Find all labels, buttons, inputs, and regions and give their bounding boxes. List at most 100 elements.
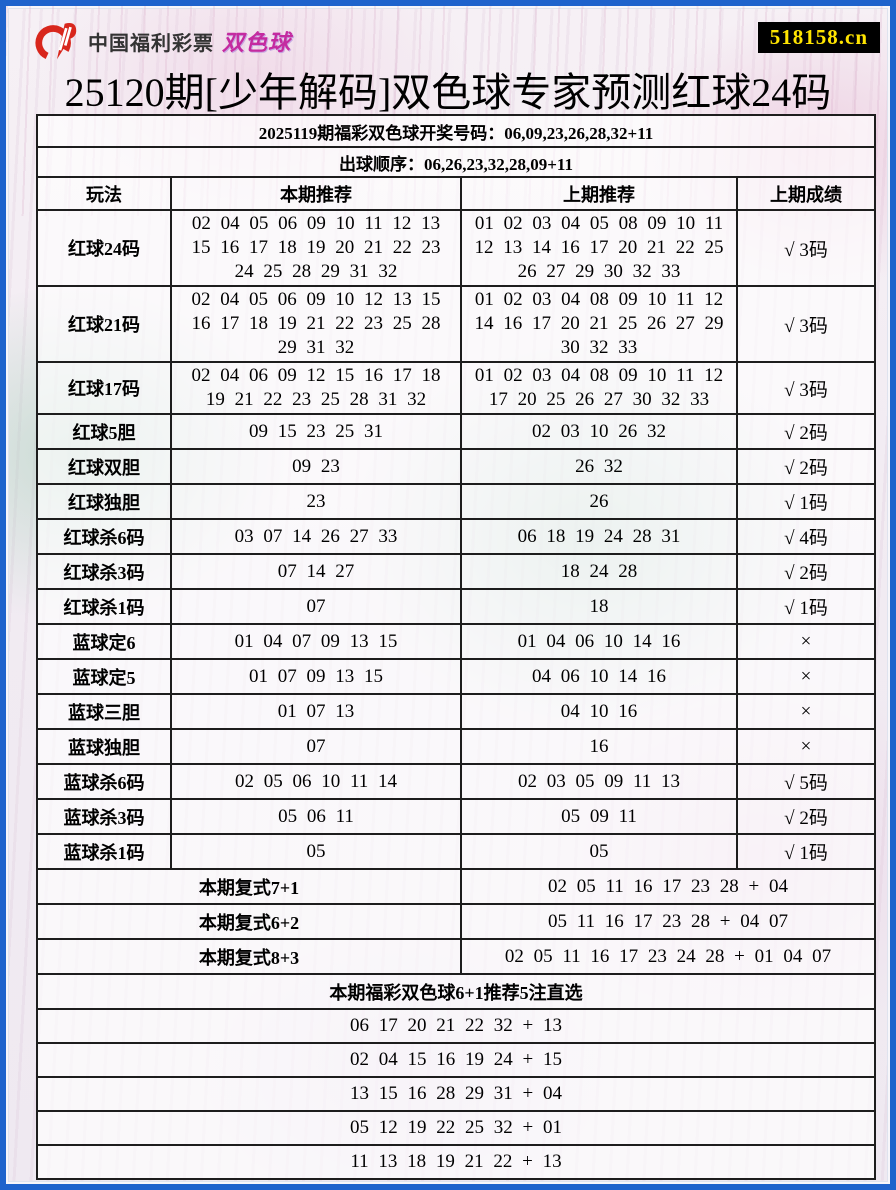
col-header-play: 玩法: [36, 176, 172, 211]
table-row: 红球21码 02 04 05 06 09 10 12 13 15 16 17 1…: [36, 285, 876, 363]
table-row: 红球杀3码 07 14 27 18 24 28 √ 2码: [36, 553, 876, 590]
current-numbers: 02 04 05 06 09 10 11 12 13 15 16 17 18 1…: [170, 209, 462, 287]
result-badge: ×: [736, 728, 876, 765]
direct-title: 本期福彩双色球6+1推荐5注直选: [36, 973, 876, 1010]
result-badge: √ 2码: [736, 413, 876, 450]
result-badge: √ 3码: [736, 209, 876, 287]
previous-numbers: 02 03 10 26 32: [460, 413, 738, 450]
previous-numbers: 01 02 03 04 05 08 09 10 11 12 13 14 16 1…: [460, 209, 738, 287]
current-numbers: 07: [170, 728, 462, 765]
table-row: 出球顺序：06,26,23,32,28,09+11: [36, 146, 876, 178]
current-numbers: 07: [170, 588, 462, 625]
table-row: 蓝球定6 01 04 07 09 13 15 01 04 06 10 14 16…: [36, 623, 876, 660]
direct-row: 13 15 16 28 29 31 + 04: [36, 1076, 876, 1112]
result-badge: √ 1码: [736, 588, 876, 625]
page-title: 25120期[少年解码]双色球专家预测红球24码: [64, 70, 832, 115]
result-badge: √ 2码: [736, 798, 876, 835]
current-numbers: 02 04 05 06 09 10 12 13 15 16 17 18 19 2…: [170, 285, 462, 363]
table-row: 红球17码 02 04 06 09 12 15 16 17 18 19 21 2…: [36, 361, 876, 415]
table-row: 蓝球三胆 01 07 13 04 10 16 ×: [36, 693, 876, 730]
previous-numbers: 01 02 03 04 08 09 10 11 12 14 16 17 20 2…: [460, 285, 738, 363]
previous-numbers: 02 03 05 09 11 13: [460, 763, 738, 800]
play-label: 红球双胆: [36, 448, 172, 485]
result-badge: √ 1码: [736, 833, 876, 870]
logo-text: 中国福利彩票: [88, 32, 214, 55]
play-label: 蓝球杀3码: [36, 798, 172, 835]
table-row: 红球独胆 23 26 √ 1码: [36, 483, 876, 520]
play-label: 红球24码: [36, 209, 172, 287]
china-welfare-lottery-logo-icon: [35, 23, 77, 61]
table-row: 红球24码 02 04 05 06 09 10 11 12 13 15 16 1…: [36, 209, 876, 287]
site-badge: 518158.cn: [757, 22, 880, 53]
direct-numbers: 05 12 19 22 25 32 + 01: [36, 1110, 876, 1146]
previous-numbers: 05 09 11: [460, 798, 738, 835]
compound-label: 本期复式7+1: [36, 868, 462, 905]
result-badge: ×: [736, 623, 876, 660]
compound-row: 本期复式7+1 02 05 11 16 17 23 28 + 04: [36, 868, 876, 905]
current-numbers: 01 07 13: [170, 693, 462, 730]
direct-row: 05 12 19 22 25 32 + 01: [36, 1110, 876, 1146]
table-row: 蓝球杀6码 02 05 06 10 11 14 02 03 05 09 11 1…: [36, 763, 876, 800]
current-numbers: 23: [170, 483, 462, 520]
play-label: 红球5胆: [36, 413, 172, 450]
brand-text: 双色球: [222, 30, 292, 55]
compound-row: 本期复式8+3 02 05 11 16 17 23 24 28 + 01 04 …: [36, 938, 876, 975]
table-row: 红球杀1码 07 18 √ 1码: [36, 588, 876, 625]
compound-numbers: 02 05 11 16 17 23 28 + 04: [460, 868, 876, 905]
previous-numbers: 06 18 19 24 28 31: [460, 518, 738, 555]
direct-numbers: 02 04 15 16 19 24 + 15: [36, 1042, 876, 1078]
compound-row: 本期复式6+2 05 11 16 17 23 28 + 04 07: [36, 903, 876, 940]
play-label: 红球17码: [36, 361, 172, 415]
direct-row: 02 04 15 16 19 24 + 15: [36, 1042, 876, 1078]
play-label: 红球杀6码: [36, 518, 172, 555]
play-label: 红球杀1码: [36, 588, 172, 625]
direct-numbers: 11 13 18 19 21 22 + 13: [36, 1144, 876, 1180]
current-numbers: 01 04 07 09 13 15: [170, 623, 462, 660]
result-badge: √ 1码: [736, 483, 876, 520]
direct-row: 11 13 18 19 21 22 + 13: [36, 1144, 876, 1180]
compound-numbers: 05 11 16 17 23 28 + 04 07: [460, 903, 876, 940]
previous-numbers: 18: [460, 588, 738, 625]
col-header-previous: 上期推荐: [460, 176, 738, 211]
play-label: 红球21码: [36, 285, 172, 363]
table-row: 红球双胆 09 23 26 32 √ 2码: [36, 448, 876, 485]
table-row: 2025119期福彩双色球开奖号码：06,09,23,26,28,32+11: [36, 114, 876, 148]
play-label: 红球杀3码: [36, 553, 172, 590]
result-badge: √ 2码: [736, 448, 876, 485]
direct-title-row: 本期福彩双色球6+1推荐5注直选: [36, 973, 876, 1010]
play-label: 蓝球定5: [36, 658, 172, 695]
previous-numbers: 01 02 03 04 08 09 10 11 12 17 20 25 26 2…: [460, 361, 738, 415]
previous-numbers: 01 04 06 10 14 16: [460, 623, 738, 660]
current-numbers: 01 07 09 13 15: [170, 658, 462, 695]
previous-numbers: 04 06 10 14 16: [460, 658, 738, 695]
table-row: 蓝球定5 01 07 09 13 15 04 06 10 14 16 ×: [36, 658, 876, 695]
current-numbers: 07 14 27: [170, 553, 462, 590]
play-label: 蓝球独胆: [36, 728, 172, 765]
result-badge: √ 3码: [736, 285, 876, 363]
result-badge: ×: [736, 693, 876, 730]
current-numbers: 02 05 06 10 11 14: [170, 763, 462, 800]
compound-label: 本期复式6+2: [36, 903, 462, 940]
draw-result-line: 2025119期福彩双色球开奖号码：06,09,23,26,28,32+11: [36, 114, 876, 148]
table-row: 蓝球独胆 07 16 ×: [36, 728, 876, 765]
table-row: 红球杀6码 03 07 14 26 27 33 06 18 19 24 28 3…: [36, 518, 876, 555]
play-label: 蓝球杀1码: [36, 833, 172, 870]
current-numbers: 02 04 06 09 12 15 16 17 18 19 21 22 23 2…: [170, 361, 462, 415]
draw-order-line: 出球顺序：06,26,23,32,28,09+11: [36, 146, 876, 178]
previous-numbers: 16: [460, 728, 738, 765]
table-header-row: 玩法 本期推荐 上期推荐 上期成绩: [36, 176, 876, 211]
col-header-current: 本期推荐: [170, 176, 462, 211]
result-badge: ×: [736, 658, 876, 695]
current-numbers: 05 06 11: [170, 798, 462, 835]
col-header-result: 上期成绩: [736, 176, 876, 211]
result-badge: √ 4码: [736, 518, 876, 555]
table-row: 蓝球杀1码 05 05 √ 1码: [36, 833, 876, 870]
play-label: 蓝球三胆: [36, 693, 172, 730]
play-label: 红球独胆: [36, 483, 172, 520]
previous-numbers: 04 10 16: [460, 693, 738, 730]
compound-numbers: 02 05 11 16 17 23 24 28 + 01 04 07: [460, 938, 876, 975]
previous-numbers: 26: [460, 483, 738, 520]
current-numbers: 05: [170, 833, 462, 870]
compound-label: 本期复式8+3: [36, 938, 462, 975]
